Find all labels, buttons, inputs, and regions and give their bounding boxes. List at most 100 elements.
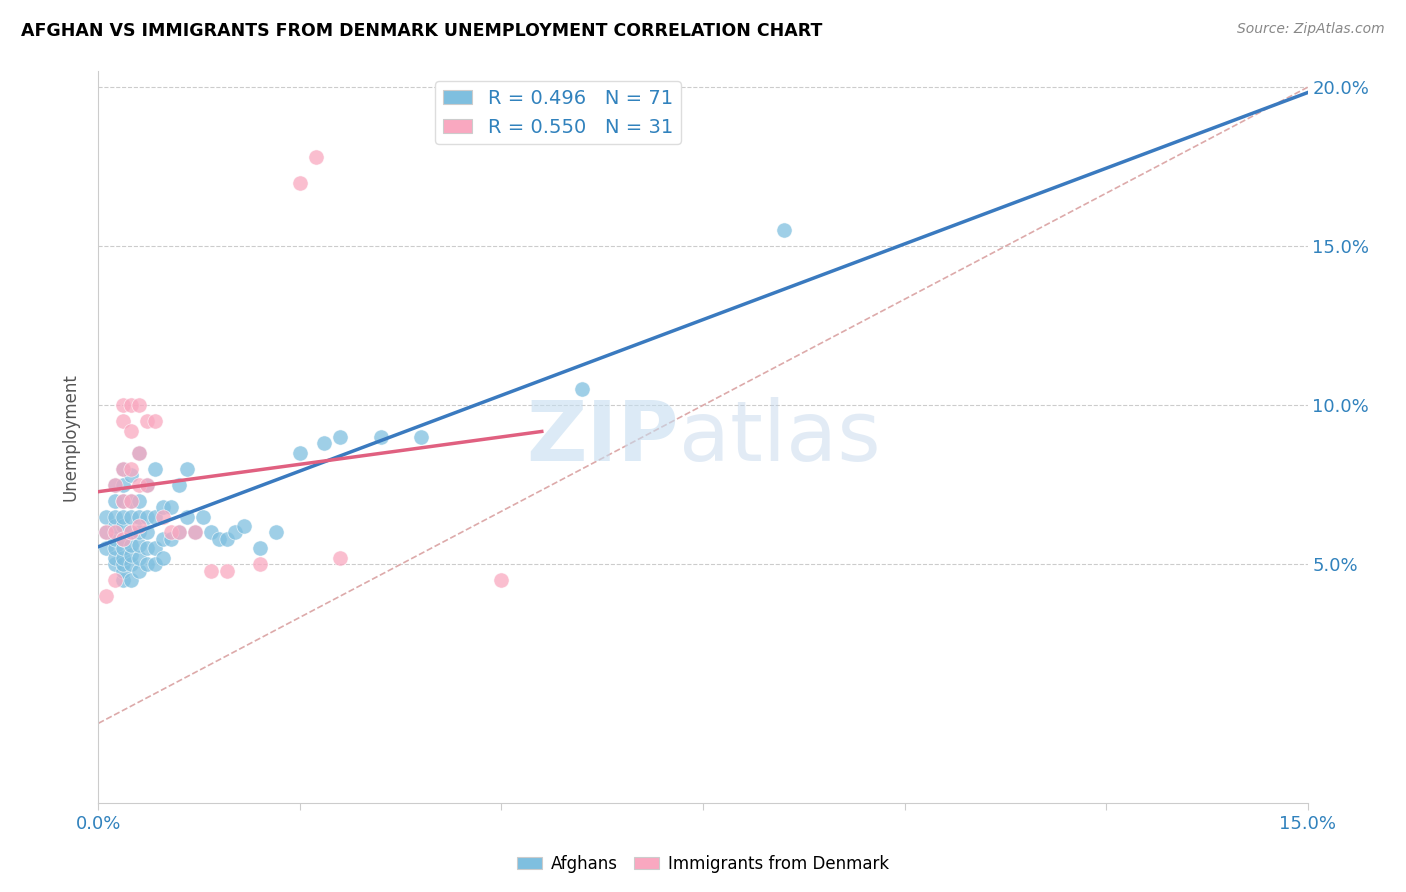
Point (217, 564, 239, 578)
Point (152, 532, 174, 546)
Point (103, 477, 125, 491)
Point (120, 462, 142, 476)
Point (103, 525, 125, 540)
Point (128, 398, 150, 412)
Point (208, 532, 231, 546)
Point (120, 525, 142, 540)
Point (111, 414, 134, 428)
Point (111, 564, 134, 578)
Point (491, 573, 513, 587)
Point (111, 541, 134, 556)
Point (128, 519, 150, 533)
Point (305, 150, 328, 164)
Point (571, 383, 593, 397)
Point (96, 541, 118, 556)
Point (143, 509, 166, 524)
Point (160, 500, 183, 514)
Point (200, 564, 222, 578)
Point (184, 525, 207, 540)
Point (409, 430, 432, 444)
Point (111, 519, 134, 533)
Point (128, 446, 150, 460)
Point (135, 477, 157, 491)
Point (111, 398, 134, 412)
Point (111, 532, 134, 546)
Point (772, 223, 794, 237)
Point (120, 525, 142, 540)
Point (120, 424, 142, 438)
Point (167, 525, 190, 540)
Point (111, 477, 134, 491)
Point (314, 436, 336, 450)
Point (96, 509, 118, 524)
Point (160, 525, 183, 540)
Point (111, 509, 134, 524)
Point (329, 550, 352, 565)
Text: ZIP: ZIP (526, 397, 679, 477)
Point (167, 477, 190, 491)
Text: atlas: atlas (679, 397, 880, 477)
Point (120, 573, 142, 587)
Point (128, 509, 150, 524)
Point (193, 509, 215, 524)
Point (103, 519, 125, 533)
Point (103, 477, 125, 491)
Point (184, 525, 207, 540)
Point (120, 468, 142, 483)
Point (103, 550, 125, 565)
Point (128, 477, 150, 491)
Point (135, 509, 157, 524)
Point (167, 525, 190, 540)
Point (249, 541, 271, 556)
Point (135, 558, 157, 572)
Point (176, 509, 198, 524)
Point (111, 532, 134, 546)
Point (96, 525, 118, 540)
Point (152, 500, 174, 514)
Point (152, 509, 174, 524)
Point (143, 462, 166, 476)
Point (111, 573, 134, 587)
Point (111, 462, 134, 476)
Point (160, 532, 183, 546)
Point (103, 541, 125, 556)
Y-axis label: Unemployment: Unemployment (62, 373, 80, 501)
Point (135, 541, 157, 556)
Point (103, 509, 125, 524)
Point (370, 430, 392, 444)
Point (103, 558, 125, 572)
Point (111, 550, 134, 565)
Point (176, 462, 198, 476)
Point (120, 548, 142, 562)
Point (111, 558, 134, 572)
Point (288, 446, 311, 460)
Point (288, 176, 311, 190)
Point (128, 493, 150, 508)
Point (120, 493, 142, 508)
Point (120, 538, 142, 552)
Point (96, 589, 118, 603)
Text: AFGHAN VS IMMIGRANTS FROM DENMARK UNEMPLOYMENT CORRELATION CHART: AFGHAN VS IMMIGRANTS FROM DENMARK UNEMPL… (21, 22, 823, 40)
Point (128, 525, 150, 540)
Point (128, 446, 150, 460)
Legend: R = 0.496   N = 71, R = 0.550   N = 31: R = 0.496 N = 71, R = 0.550 N = 31 (434, 81, 681, 145)
Point (217, 532, 239, 546)
Point (264, 525, 287, 540)
Point (96, 525, 118, 540)
Point (200, 525, 222, 540)
Point (128, 550, 150, 565)
Point (143, 558, 166, 572)
Point (135, 414, 157, 428)
Point (128, 564, 150, 578)
Point (120, 509, 142, 524)
Point (120, 398, 142, 412)
Point (135, 525, 157, 540)
Point (329, 430, 352, 444)
Point (128, 538, 150, 552)
Point (143, 541, 166, 556)
Point (249, 558, 271, 572)
Point (103, 573, 125, 587)
Point (224, 525, 246, 540)
Point (232, 519, 254, 533)
Point (120, 558, 142, 572)
